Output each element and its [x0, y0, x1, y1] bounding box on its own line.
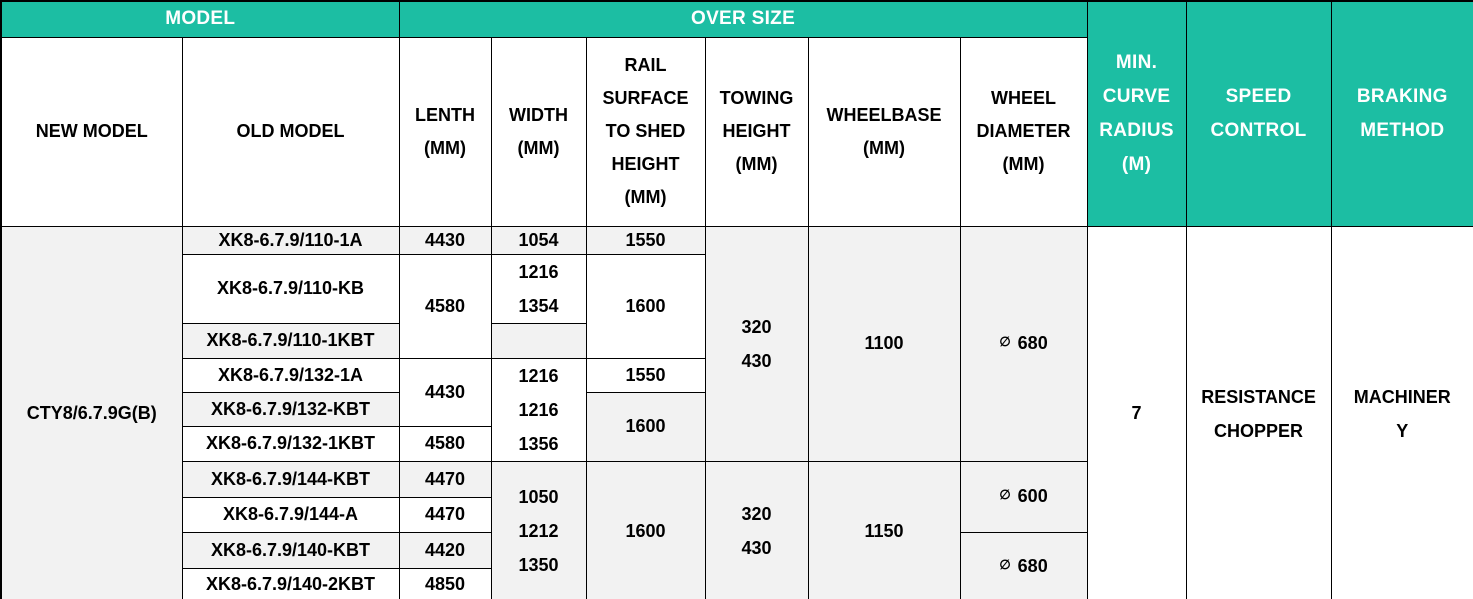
- col-header-min-curve-radius: MIN. CURVE RADIUS (M): [1086, 0, 1187, 227]
- cell-towing-r1-6: 320 430: [704, 225, 809, 462]
- col-header-towing-height: TOWING HEIGHT (MM): [704, 36, 809, 227]
- cell-new-model: CTY8/6.7.9G(B): [0, 225, 183, 599]
- col-header-width: WIDTH (MM): [490, 36, 587, 227]
- cell-width-r4-6: 1216 1216 1356: [490, 357, 587, 462]
- diameter-symbol-icon: ∅: [999, 487, 1011, 502]
- cell-lenth-r7: 4470: [398, 460, 492, 498]
- cell-rail-r1: 1550: [585, 225, 706, 255]
- table-row: XK8-6.7.9/140-KBT 4420 ∅ 680: [1, 531, 1473, 599]
- table-row: CTY8/6.7.9G(B) XK8-6.7.9/110-1A 4430 105…: [0, 225, 1473, 599]
- cell-old-model-r8: XK8-6.7.9/144-A: [181, 496, 400, 533]
- cell-min-curve-radius: 7: [1086, 225, 1187, 599]
- cell-towing-r7-10: 320 430: [704, 460, 809, 599]
- cell-wheelbase-r1-6: 1100: [807, 225, 961, 462]
- cell-lenth-r2-3: 4580: [398, 253, 492, 359]
- cell-old-model-r3: XK8-6.7.9/110-1KBT: [181, 322, 400, 359]
- col-header-rail-surface: RAIL SURFACE TO SHED HEIGHT (MM): [585, 36, 706, 227]
- col-header-lenth: LENTH (MM): [398, 36, 492, 227]
- cell-wheel-diameter-r7-8: ∅ 600: [959, 460, 1088, 533]
- wheel-diameter-value: 600: [1017, 486, 1048, 506]
- cell-braking-method: MACHINERY: [1330, 225, 1473, 599]
- cell-width-r2: 1216 1354: [490, 253, 587, 324]
- col-header-wheel-diameter: WHEEL DIAMETER (MM): [959, 36, 1088, 227]
- model-group-header: MODEL: [0, 0, 400, 38]
- table-row: XK8-6.7.9/132-1A 4430 1216 1216 1356 155…: [1, 357, 1473, 462]
- cell-wheelbase-r7-10: 1150: [807, 460, 961, 599]
- cell-lenth-r8: 4470: [398, 496, 492, 533]
- wheel-diameter-value: 680: [1017, 556, 1048, 577]
- cell-wheel-diameter-r1-6: ∅ 680: [959, 225, 1088, 462]
- cell-lenth-r4-5: 4430: [398, 357, 492, 427]
- cell-old-model-r6: XK8-6.7.9/132-1KBT: [181, 425, 400, 462]
- col-header-old-model: OLD MODEL: [181, 36, 400, 227]
- wheel-diameter-value: 680: [1017, 333, 1048, 353]
- cell-speed-control: RESISTANCE CHOPPER: [1185, 225, 1332, 599]
- cell-rail-r2-3: 1600: [585, 253, 706, 359]
- cell-lenth-r1: 4430: [398, 225, 492, 255]
- cell-old-model-r4: XK8-6.7.9/132-1A: [181, 357, 400, 393]
- diameter-symbol-icon: ∅: [999, 334, 1011, 349]
- table-row: XK8-6.7.9/110-KB 4580 1216 1354 1600: [1, 253, 1473, 359]
- cell-width-r3: [490, 322, 587, 359]
- diameter-symbol-icon: ∅: [999, 557, 1011, 573]
- cell-old-model-r9: XK8-6.7.9/140-KBT: [181, 531, 400, 569]
- cell-width-r1: 1054: [490, 225, 587, 255]
- table-row: XK8-6.7.9/144-A 4470: [1, 496, 1473, 533]
- cell-old-model-r5: XK8-6.7.9/132-KBT: [181, 391, 400, 427]
- cell-lenth-r9: 4420: [398, 531, 492, 569]
- table-row: XK8-6.7.9/140-2KBT 4850: [1, 567, 1473, 599]
- cell-lenth-r10: 4850: [398, 567, 492, 599]
- col-header-new-model: NEW MODEL: [0, 36, 183, 227]
- col-header-braking-method: BRAKING METHOD: [1330, 0, 1473, 227]
- cell-wheel-diameter-r9-10: ∅ 680: [959, 531, 1088, 599]
- cell-rail-r5-6: 1600: [585, 391, 706, 462]
- cell-old-model-r7: XK8-6.7.9/144-KBT: [181, 460, 400, 498]
- table-row: XK8-6.7.9/144-KBT 4470 1050 1212 1350 16…: [1, 460, 1473, 599]
- table-row: NEW MODEL OLD MODEL LENTH (MM) WIDTH (MM…: [0, 36, 1473, 227]
- col-header-wheelbase: WHEELBASE (MM): [807, 36, 961, 227]
- cell-rail-r7-10: 1600: [585, 460, 706, 599]
- cell-width-r7-10: 1050 1212 1350: [490, 460, 587, 599]
- oversize-group-header: OVER SIZE: [398, 0, 1088, 38]
- cell-old-model-r10: XK8-6.7.9/140-2KBT: [181, 567, 400, 599]
- cell-rail-r4: 1550: [585, 357, 706, 393]
- col-header-speed-control: SPEED CONTROL: [1185, 0, 1332, 227]
- cell-lenth-r6: 4580: [398, 425, 492, 462]
- table-row: MODEL OVER SIZE MIN. CURVE RADIUS (M) SP…: [0, 0, 1473, 227]
- cell-old-model-r1: XK8-6.7.9/110-1A: [181, 225, 400, 255]
- table-row: XK8-6.7.9/132-1KBT 4580: [1, 425, 1473, 462]
- cell-old-model-r2: XK8-6.7.9/110-KB: [181, 253, 400, 324]
